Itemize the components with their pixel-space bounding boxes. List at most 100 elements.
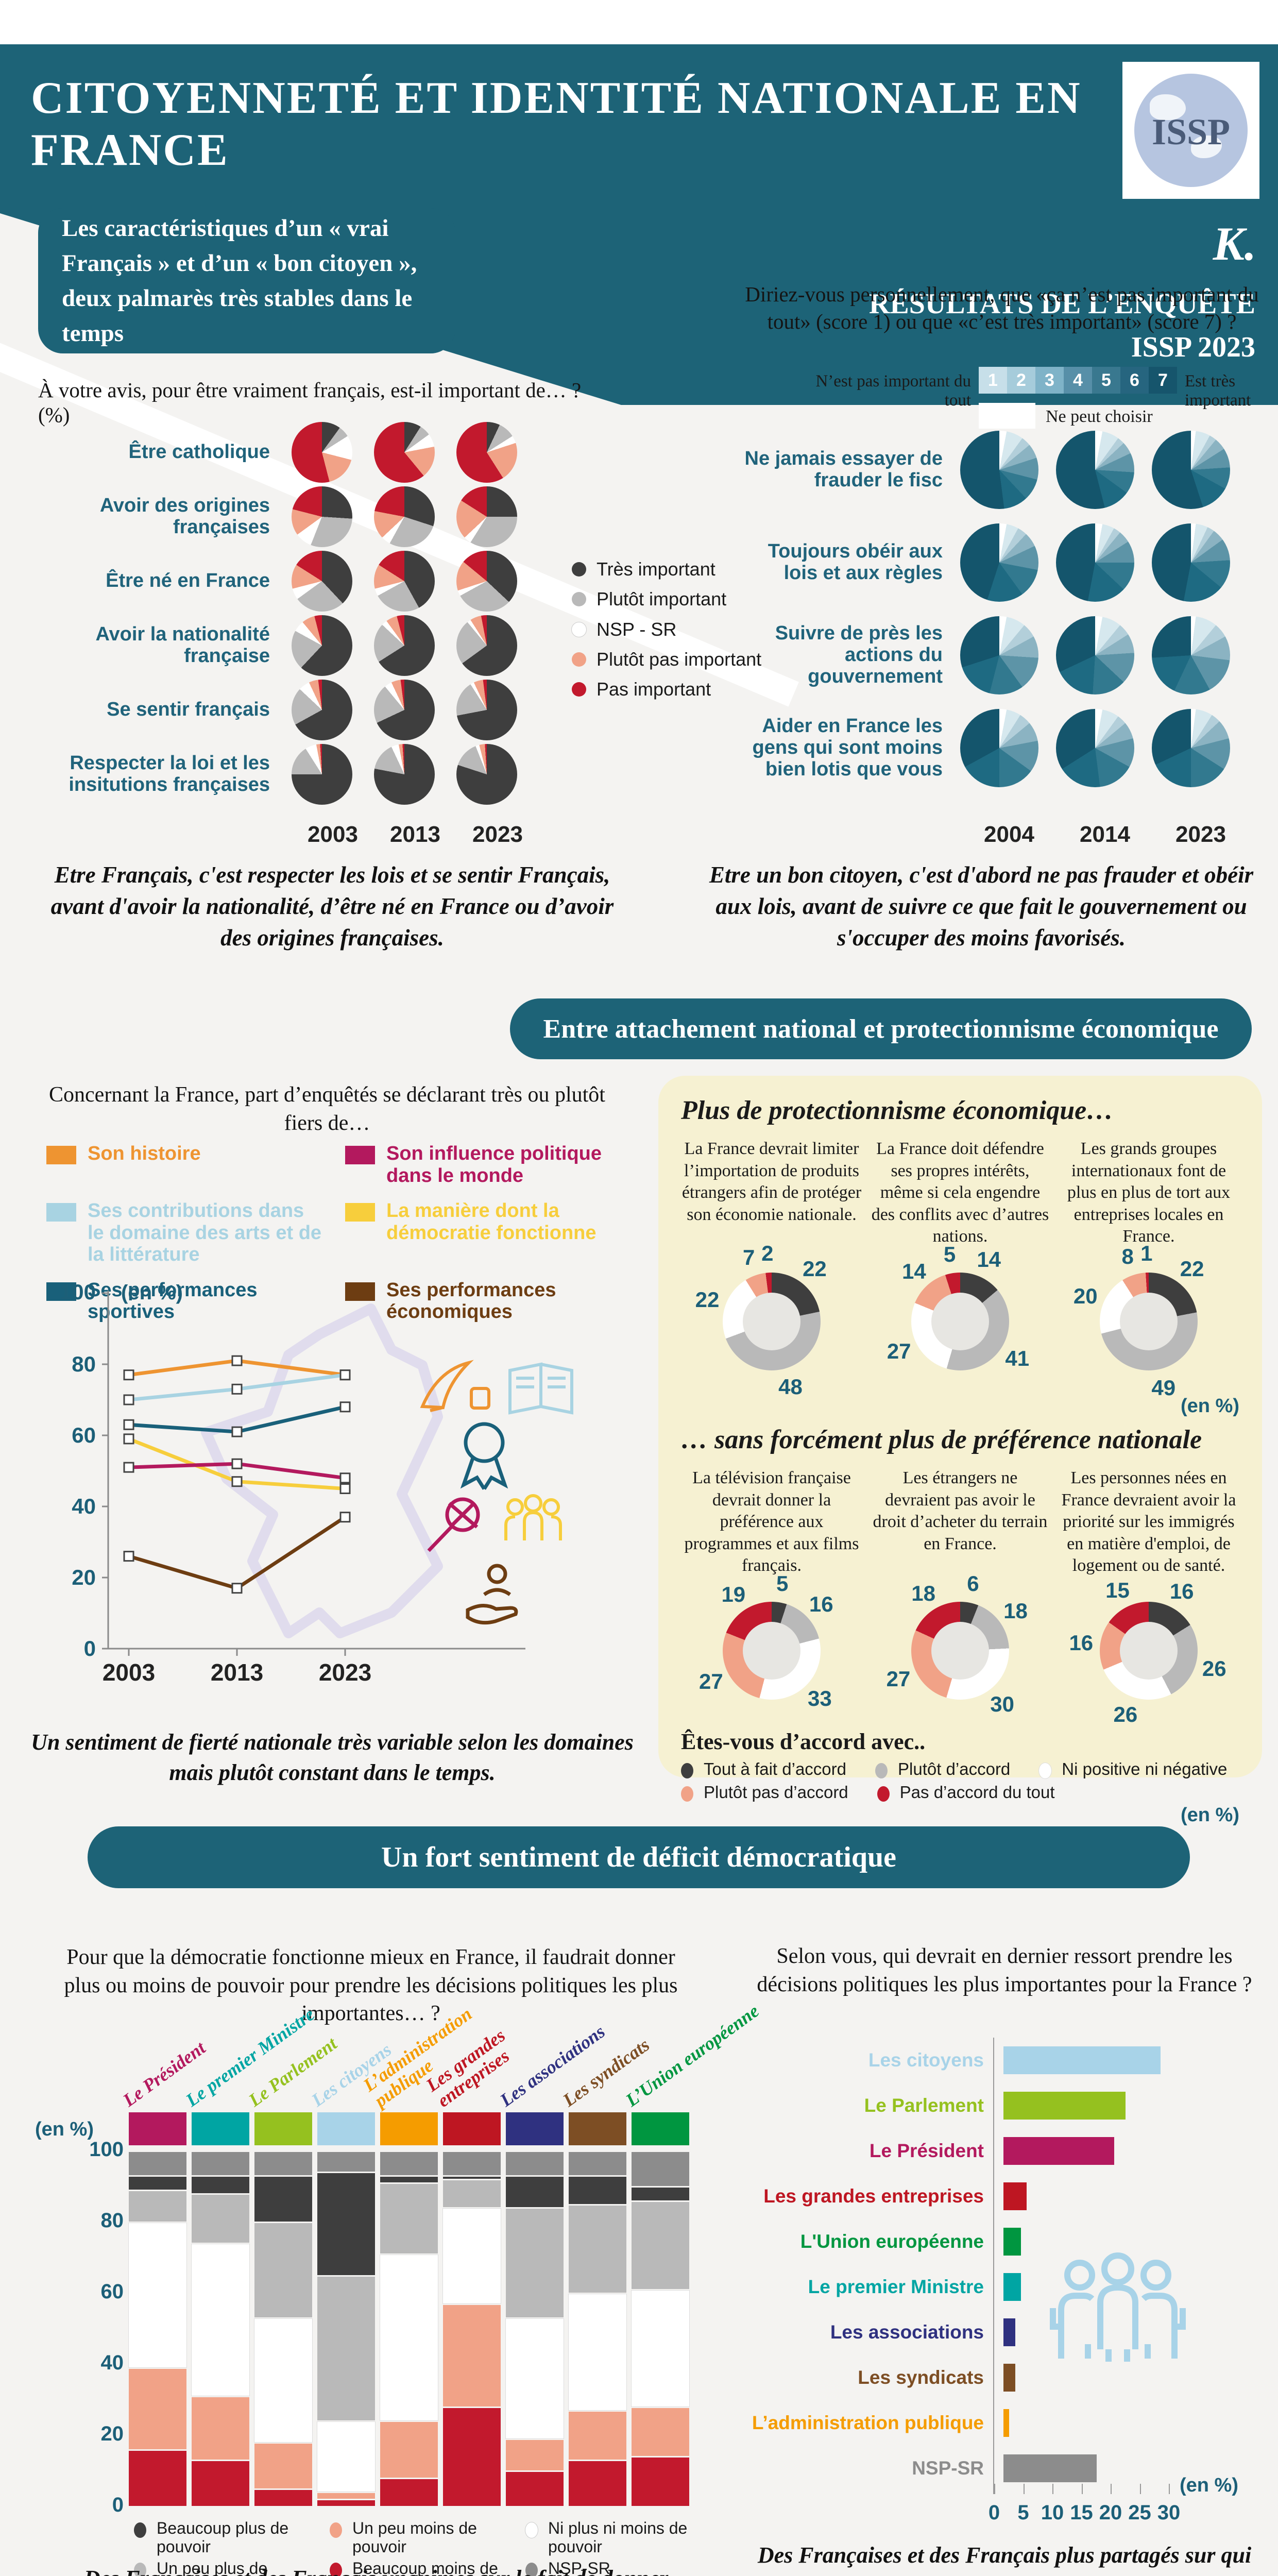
x-axis-tick [994,2484,995,2494]
column-color-strip [129,2112,186,2145]
bar-segment [191,2244,250,2397]
pie-chart [374,615,435,676]
column-color-strip [632,2112,689,2145]
s3-columns-legend: Beaucoup plus de pouvoir Un peu moins de … [134,2519,701,2576]
page-title: CITOYENNETÉ ET IDENTITÉ NATIONALE EN FRA… [31,73,1082,175]
legend-swatch [572,682,586,697]
donut-value: 16 [1069,1631,1094,1655]
hbar [1003,2228,1021,2256]
legend-label: Un peu moins de pouvoir [352,2519,477,2556]
hbar [1003,2092,1126,2120]
legend-item: Ses contributions dans le domaine des ar… [46,1200,325,1266]
bar-segment [192,2177,249,2193]
pie-row-label: Avoir la nationalité française [95,623,270,667]
hbar-label: NSP-SR [912,2457,984,2479]
bar-segment [192,2194,249,2243]
stacked-column [317,2150,376,2506]
donut-value: 1 [1140,1241,1153,1266]
s2-left-caption: Un sentiment de fierté nationale très va… [31,1730,634,1786]
donut-wrap: 22 49 20 8 1 [1071,1241,1226,1400]
stacked-column [254,2150,313,2506]
stacked-column [442,2150,501,2506]
donut-hole [931,1293,989,1350]
pie-chart [456,743,517,805]
donut-block: La France doit défendre ses propres inté… [870,1138,1051,1394]
donut-statement: La France devrait limiter l’importation … [681,1139,862,1224]
legend-label: Ses performances sportives [88,1279,258,1323]
pie-chart [374,550,435,612]
s1-no-choice-label: Ne peut choisir [1046,407,1153,426]
pie-chart [456,486,517,547]
pie-chart [456,679,517,740]
people-icon [504,1494,562,1540]
column-label-anchor: Les grandes entreprises [422,2009,513,2111]
scale-cell: 6 [1120,367,1149,394]
line-marker [123,1551,134,1562]
column-label-anchor: Le premier Ministre [182,2004,318,2111]
year-label: 2023 [1175,822,1226,847]
hbar-row: L’administration publique [690,2400,1277,2446]
legend-label: Plutôt pas important [597,648,762,670]
donut-value: 27 [886,1666,911,1691]
line-marker [231,1355,243,1366]
pie-row: Toujours obéir aux lois et aux règles [742,516,1272,609]
s1-left-years: 2003 2013 2023 [292,822,539,848]
line-marker [339,1483,351,1494]
year-label: 2003 [308,822,358,847]
pie-chart [292,615,352,676]
pie-row: Respecter la loi et les insitutions fran… [38,742,569,806]
legend-swatch [572,562,586,577]
legend-swatch [345,1146,375,1164]
donut-statement: La télévision française devrait donner l… [684,1468,859,1575]
year-label: 2004 [984,822,1034,847]
legend-item: La manière dont la démocratie fonctionne [345,1200,623,1266]
hbar-label: L’administration publique [752,2412,984,2433]
bar-segment [506,2152,564,2176]
legend-item: Pas d’accord du tout [877,1783,1055,1802]
header-subtitle: RÉSULTATS DE L’ENQUÊTE ISSP 2023 [869,282,1255,369]
legend-label: Ses contributions dans le domaine des ar… [88,1200,322,1266]
donut-value: 2 [761,1241,774,1266]
s2-legend: Tout à fait d’accord Plutôt d’accord Ni po… [681,1759,1239,1804]
legend-swatch [572,592,586,607]
hbar-axis-line [993,2038,994,2494]
legend-label: Plutôt pas d’accord [704,1782,848,1802]
hbar-row: L'Union européenne [690,2219,1277,2264]
bar-segment [632,2188,689,2200]
year-label: 2023 [472,822,523,847]
pie-chart [1056,431,1134,509]
s3-right-unit: (en %) [1180,2475,1238,2496]
legend-item: Ses performances sportives [46,1279,325,1323]
bar-segment [569,2205,626,2293]
legend-item: Plutôt pas d’accord [681,1783,848,1802]
quill-icon [420,1360,490,1412]
pie-chart [374,679,435,740]
s3-banner: Un fort sentiment de déficit démocratiqu… [88,1826,1190,1888]
s1-left-legend: Très important Plutôt important NSP - SR Pl… [571,558,778,709]
line-marker [339,1369,351,1381]
hbar-row: Les citoyens [690,2038,1277,2083]
bar-segment [254,2223,312,2318]
line-marker [231,1426,243,1437]
y-axis-label: 40 [100,2351,124,2374]
donut-value: 14 [977,1247,1001,1272]
people-icon [1041,2246,1195,2367]
donut-value: 6 [967,1571,979,1596]
bar-segment [192,2152,249,2176]
s1-scale-left-label: N’est pas important du tout [815,372,971,410]
s2-donut-row2: La télévision française devrait donner l… [681,1467,1239,1726]
hbar [1003,2273,1021,2301]
legend-item: Un peu plus de pouvoir [134,2559,309,2576]
legend-swatch [330,2522,342,2538]
bar-segment [569,2461,626,2506]
donut-value: 18 [911,1581,935,1605]
donut-hole [743,1622,800,1680]
pie-chart [292,550,352,612]
bar-segment [443,2177,501,2179]
pie-chart [1056,709,1134,787]
legend-swatch [681,1786,693,1802]
bar-segment [568,2294,627,2411]
s1-right-pie-grid: Ne jamais essayer de frauder le fisc Touj… [742,423,1272,794]
donut-hole [931,1622,989,1680]
